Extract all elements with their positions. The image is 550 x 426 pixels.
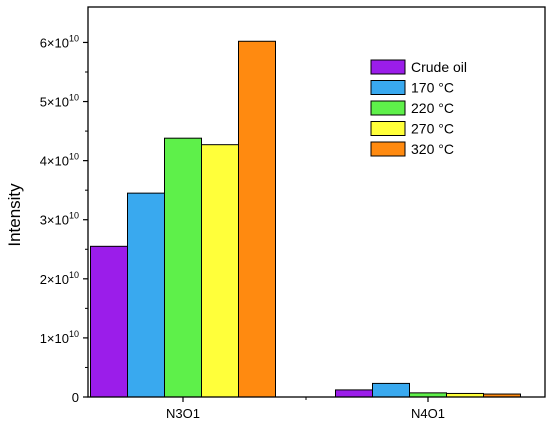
y-tick-label: 2×1010 xyxy=(40,270,79,287)
bar-n3o1-4 xyxy=(201,144,239,398)
y-tick-label: 5×1010 xyxy=(40,93,79,110)
y-tick-label: 4×1010 xyxy=(40,152,79,169)
legend-label: 270 °C xyxy=(411,121,454,137)
bar-n4o1-1 xyxy=(335,389,373,398)
bar-n4o1-2 xyxy=(372,382,410,398)
bar-n3o1-2 xyxy=(127,192,165,398)
legend-label: 170 °C xyxy=(411,80,454,96)
legend-swatch xyxy=(370,80,406,95)
legend-label: 220 °C xyxy=(411,100,454,116)
legend-swatch xyxy=(370,141,406,157)
x-tick-label: N3O1 xyxy=(166,406,200,421)
y-axis-title: Intensity xyxy=(5,183,24,247)
x-tick-label: N4O1 xyxy=(411,406,445,421)
axes-layer: 0 1×1010 2×1010 3×1010 4×1010 5×1010 6×1010 N3O… xyxy=(40,6,546,421)
bar-n3o1-3 xyxy=(164,137,202,398)
legend-label: 320 °C xyxy=(411,141,454,157)
y-tick-label: 1×1010 xyxy=(40,329,79,346)
legend-swatch xyxy=(370,100,406,116)
legend: Crude oil 170 °C 220 °C 270 °C 320 °C xyxy=(370,59,467,157)
legend-label: Crude oil xyxy=(411,59,467,75)
bar-n3o1-1 xyxy=(90,245,128,398)
bars-layer xyxy=(90,40,521,398)
y-tick-label: 0 xyxy=(72,390,79,405)
y-tick-label: 6×1010 xyxy=(40,33,79,50)
legend-swatch xyxy=(370,121,406,136)
plot-frame xyxy=(87,6,546,398)
y-tick-label: 3×1010 xyxy=(40,211,79,228)
legend-swatch xyxy=(370,59,406,75)
bar-n3o1-5 xyxy=(238,40,276,398)
